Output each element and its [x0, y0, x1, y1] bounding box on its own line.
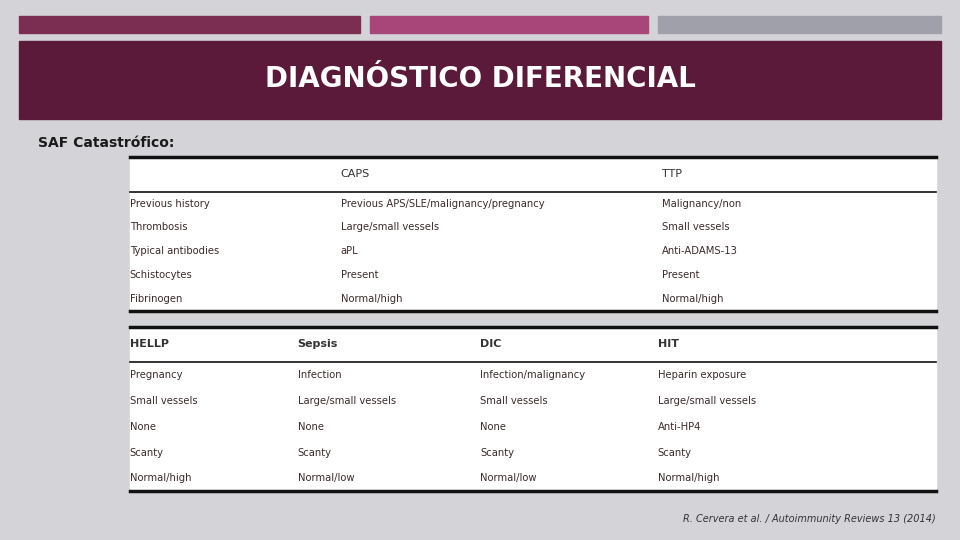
Text: Sepsis: Sepsis	[298, 339, 338, 349]
Text: Normal/high: Normal/high	[662, 294, 724, 303]
Text: Pregnancy: Pregnancy	[130, 370, 182, 380]
Text: Previous APS/SLE/malignancy/pregnancy: Previous APS/SLE/malignancy/pregnancy	[341, 199, 544, 208]
Text: Small vessels: Small vessels	[130, 396, 197, 406]
Bar	[19, 16, 360, 33]
Text: Large/small vessels: Large/small vessels	[298, 396, 396, 406]
Text: Previous history: Previous history	[130, 199, 209, 208]
Text: Infection/malignancy: Infection/malignancy	[480, 370, 586, 380]
Text: None: None	[480, 422, 506, 431]
Text: TTP: TTP	[662, 169, 683, 179]
Text: None: None	[130, 422, 156, 431]
Text: Large/small vessels: Large/small vessels	[658, 396, 756, 406]
Text: R. Cervera et al. / Autoimmunity Reviews 13 (2014): R. Cervera et al. / Autoimmunity Reviews…	[684, 515, 936, 524]
Text: Normal/low: Normal/low	[298, 474, 354, 483]
Text: Malignancy/non: Malignancy/non	[662, 199, 742, 208]
Text: Scanty: Scanty	[480, 448, 514, 457]
Text: DIC: DIC	[480, 339, 501, 349]
Bar	[130, 157, 936, 310]
Text: HELLP: HELLP	[130, 339, 169, 349]
Text: Scanty: Scanty	[298, 448, 331, 457]
Text: Infection: Infection	[298, 370, 341, 380]
Bar	[658, 16, 941, 33]
Text: Present: Present	[662, 270, 700, 280]
Text: Normal/high: Normal/high	[341, 294, 402, 303]
Text: DIAGNÓSTICO DIFERENCIAL: DIAGNÓSTICO DIFERENCIAL	[265, 65, 695, 93]
Bar	[19, 40, 941, 119]
Text: Anti-ADAMS-13: Anti-ADAMS-13	[662, 246, 738, 256]
Bar	[370, 16, 648, 33]
Text: Normal/high: Normal/high	[658, 474, 719, 483]
Text: Heparin exposure: Heparin exposure	[658, 370, 746, 380]
Text: HIT: HIT	[658, 339, 679, 349]
Text: Typical antibodies: Typical antibodies	[130, 246, 219, 256]
Text: Scanty: Scanty	[658, 448, 691, 457]
Text: Small vessels: Small vessels	[662, 222, 730, 232]
Text: Large/small vessels: Large/small vessels	[341, 222, 439, 232]
Text: Thrombosis: Thrombosis	[130, 222, 187, 232]
Text: Normal/low: Normal/low	[480, 474, 537, 483]
Text: Scanty: Scanty	[130, 448, 163, 457]
Text: aPL: aPL	[341, 246, 358, 256]
Bar	[130, 327, 936, 491]
Text: Small vessels: Small vessels	[480, 396, 547, 406]
Text: SAF Catastrófico:: SAF Catastrófico:	[38, 136, 175, 150]
Text: Anti-HP4: Anti-HP4	[658, 422, 701, 431]
Text: None: None	[298, 422, 324, 431]
Text: Schistocytes: Schistocytes	[130, 270, 192, 280]
Text: Normal/high: Normal/high	[130, 474, 191, 483]
Text: Fibrinogen: Fibrinogen	[130, 294, 182, 303]
Text: Present: Present	[341, 270, 378, 280]
Text: CAPS: CAPS	[341, 169, 370, 179]
